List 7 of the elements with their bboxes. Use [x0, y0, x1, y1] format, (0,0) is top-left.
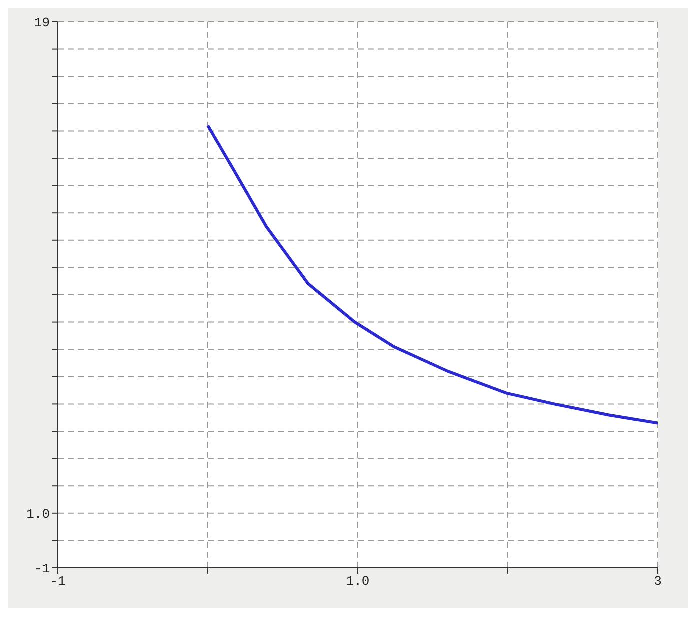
line-series	[206, 124, 658, 425]
x-tick-label: 3	[654, 574, 662, 590]
x-tick-label: -1	[50, 574, 66, 590]
x-tick-label: 1.0	[346, 574, 370, 590]
y-tick-label: 19	[34, 16, 50, 31]
y-tick-label: 1.0	[26, 507, 50, 522]
y-tick-label: -1	[34, 562, 50, 577]
